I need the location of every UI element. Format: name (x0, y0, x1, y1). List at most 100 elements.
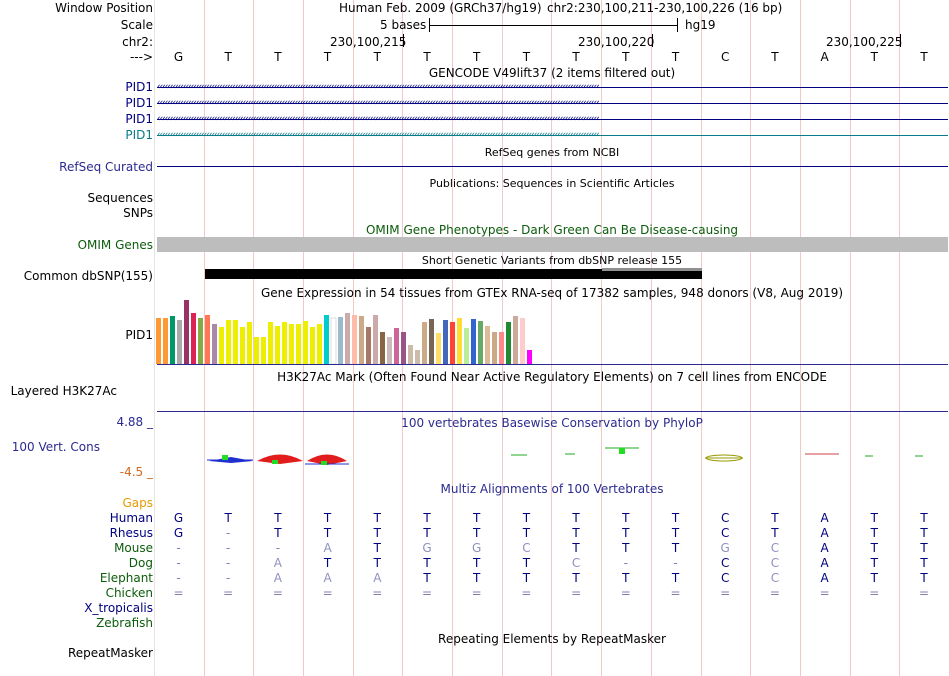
gtex-tissue-bar[interactable] (429, 319, 434, 364)
gene-feature-line[interactable] (157, 103, 948, 104)
position-readout[interactable]: chr2:230,100,211-230,100,226 (16 bp) (547, 1, 783, 15)
gtex-tissue-bar[interactable] (303, 321, 308, 364)
gtex-tissue-bar[interactable] (219, 327, 224, 364)
dbsnp-feature-left[interactable] (205, 269, 702, 279)
gtex-tissue-bar[interactable] (324, 315, 329, 364)
gtex-tissue-bar[interactable] (464, 328, 469, 364)
gene-feature-line[interactable] (157, 135, 948, 136)
gtex-tissue-bar[interactable] (198, 318, 203, 364)
gtex-tissue-bar[interactable] (275, 326, 280, 364)
snps-label[interactable]: SNPs (123, 206, 153, 220)
gtex-tissue-bar[interactable] (527, 350, 532, 364)
refseq-feature-line[interactable] (157, 166, 948, 167)
gtex-tissue-bar[interactable] (345, 313, 350, 364)
gtex-title[interactable]: Gene Expression in 54 tissues from GTEx … (260, 286, 844, 300)
gtex-tissue-bar[interactable] (338, 317, 343, 364)
gtex-tissue-bar[interactable] (233, 320, 238, 364)
gtex-tissue-bar[interactable] (282, 322, 287, 364)
gtex-tissue-bar[interactable] (163, 318, 168, 364)
phylop-title[interactable]: 100 vertebrates Basewise Conservation by… (401, 416, 703, 430)
gtex-tissue-bar[interactable] (436, 333, 441, 364)
phylop-label[interactable]: 100 Vert. Cons (11, 440, 100, 454)
gencode-title[interactable]: GENCODE V49lift37 (2 items filtered out) (428, 66, 676, 80)
gtex-tissue-bar[interactable] (408, 345, 413, 364)
gtex-tissue-bar[interactable] (240, 327, 245, 364)
h3k27ac-title[interactable]: H3K27Ac Mark (Often Found Near Active Re… (277, 370, 827, 384)
gtex-tissue-bar[interactable] (330, 317, 337, 364)
gtex-tissue-bar[interactable] (289, 324, 294, 364)
gtex-tissue-bar[interactable] (450, 322, 455, 364)
gene-feature-line[interactable] (157, 119, 948, 120)
gtex-tissue-bar[interactable] (359, 316, 364, 364)
gtex-tissue-bar[interactable] (520, 318, 525, 364)
gtex-bar-chart[interactable] (155, 298, 535, 364)
gtex-tissue-bar[interactable] (513, 316, 518, 364)
gtex-tissue-bar[interactable] (268, 322, 273, 364)
species-label[interactable]: Human (109, 511, 153, 525)
gtex-tissue-bar[interactable] (226, 320, 231, 364)
gtex-tissue-bar[interactable] (205, 315, 210, 364)
dbsnp-title[interactable]: Short Genetic Variants from dbSNP releas… (421, 254, 683, 267)
repeatmasker-title[interactable]: Repeating Elements by RepeatMasker (438, 632, 666, 646)
dbsnp-label[interactable]: Common dbSNP(155) (23, 269, 153, 283)
gtex-tissue-bar[interactable] (415, 350, 420, 364)
gtex-tissue-bar[interactable] (443, 320, 448, 364)
phylop-signal[interactable] (155, 430, 950, 480)
species-label[interactable]: Rhesus (109, 526, 153, 540)
species-label[interactable]: Mouse (114, 541, 153, 555)
gtex-tissue-bar[interactable] (184, 300, 189, 364)
omim-title[interactable]: OMIM Gene Phenotypes - Dark Green Can Be… (365, 223, 739, 237)
sequence-base: T (771, 50, 779, 64)
multiz-title[interactable]: Multiz Alignments of 100 Vertebrates (440, 482, 664, 496)
species-label[interactable]: Elephant (99, 571, 153, 585)
gencode-track-1[interactable]: PID1 (125, 80, 153, 94)
gtex-tissue-bar[interactable] (212, 324, 217, 364)
repeatmasker-label[interactable]: RepeatMasker (67, 646, 153, 660)
gtex-tissue-bar[interactable] (366, 327, 371, 364)
gencode-track-4[interactable]: PID1 (125, 128, 153, 142)
gtex-tissue-bar[interactable] (261, 337, 266, 364)
gtex-tissue-bar[interactable] (387, 337, 392, 364)
alignment-base: T (473, 556, 481, 570)
gtex-tissue-bar[interactable] (317, 324, 322, 364)
gtex-tissue-bar[interactable] (177, 320, 182, 364)
gtex-tissue-bar[interactable] (254, 337, 259, 364)
species-label[interactable]: Zebrafish (96, 616, 153, 630)
gtex-tissue-bar[interactable] (156, 318, 161, 364)
gtex-label[interactable]: PID1 (125, 328, 153, 342)
sequences-label[interactable]: Sequences (87, 191, 153, 205)
gtex-tissue-bar[interactable] (170, 316, 175, 364)
gtex-tissue-bar[interactable] (499, 332, 504, 364)
species-label[interactable]: X_tropicalis (84, 601, 153, 615)
gtex-tissue-bar[interactable] (506, 322, 511, 364)
omim-label[interactable]: OMIM Genes (77, 238, 153, 252)
publications-title[interactable]: Publications: Sequences in Scientific Ar… (429, 177, 675, 190)
gencode-track-2[interactable]: PID1 (125, 96, 153, 110)
gtex-tissue-bar[interactable] (352, 315, 357, 364)
gtex-tissue-bar[interactable] (485, 326, 490, 364)
h3k27ac-label[interactable]: Layered H3K27Ac (10, 384, 117, 398)
gtex-tissue-bar[interactable] (373, 315, 378, 364)
gtex-tissue-bar[interactable] (191, 313, 196, 364)
gaps-label[interactable]: Gaps (122, 496, 153, 510)
gene-feature-line[interactable] (157, 87, 948, 88)
refseq-title[interactable]: RefSeq genes from NCBI (484, 146, 620, 159)
gtex-tissue-bar[interactable] (380, 332, 385, 364)
species-label[interactable]: Dog (128, 556, 153, 570)
gtex-tissue-bar[interactable] (247, 322, 252, 364)
gencode-track-3[interactable]: PID1 (125, 112, 153, 126)
gtex-tissue-bar[interactable] (422, 322, 427, 364)
gtex-tissue-bar[interactable] (394, 328, 399, 364)
gtex-tissue-bar[interactable] (492, 332, 497, 364)
gtex-tissue-bar[interactable] (401, 332, 406, 364)
gtex-tissue-bar[interactable] (478, 321, 483, 364)
gtex-tissue-bar[interactable] (310, 327, 315, 364)
gtex-tissue-bar[interactable] (457, 318, 462, 364)
species-label[interactable]: Chicken (105, 586, 153, 600)
omim-feature[interactable] (157, 237, 948, 252)
assembly-title[interactable]: Human Feb. 2009 (GRCh37/hg19) (339, 1, 542, 15)
refseq-label[interactable]: RefSeq Curated (59, 160, 153, 174)
gtex-tissue-bar[interactable] (471, 319, 476, 364)
alignment-base: A (273, 556, 282, 570)
gtex-tissue-bar[interactable] (296, 324, 301, 364)
